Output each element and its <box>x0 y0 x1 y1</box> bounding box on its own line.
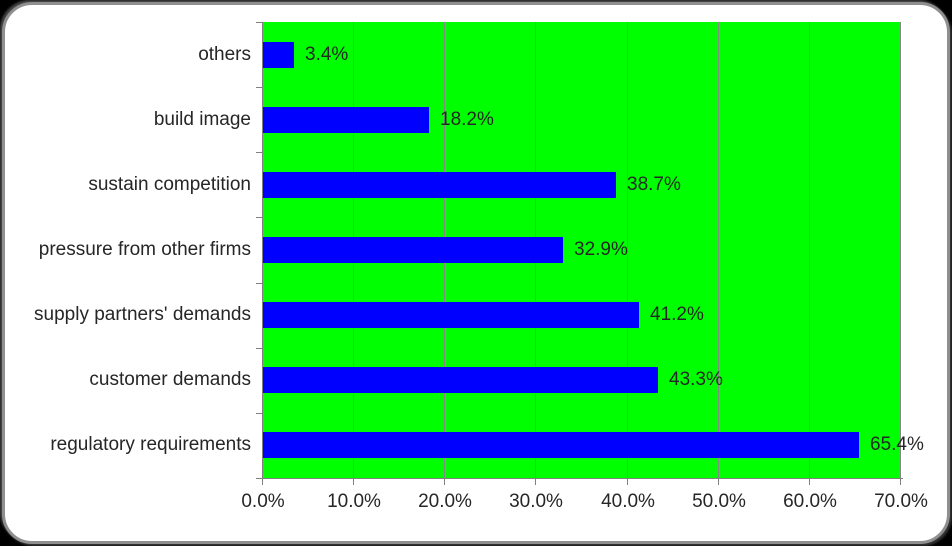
x-axis-tick <box>718 478 719 485</box>
x-axis-tick <box>900 478 901 485</box>
y-axis-line <box>262 22 263 479</box>
y-axis-tick <box>256 478 263 479</box>
gridline <box>627 22 628 478</box>
category-label: pressure from other firms <box>38 239 251 260</box>
y-axis-tick <box>256 217 263 218</box>
x-axis-tick <box>627 478 628 485</box>
bar-value-label: 65.4% <box>870 434 924 455</box>
y-axis-tick <box>256 87 263 88</box>
bar-value-label: 3.4% <box>305 44 349 65</box>
gridline <box>809 22 810 478</box>
y-axis-tick <box>256 283 263 284</box>
category-label: customer demands <box>89 369 251 390</box>
category-label: build image <box>153 109 251 130</box>
x-axis-line <box>262 478 903 479</box>
bar <box>263 107 429 133</box>
x-tick-label: 10.0% <box>327 491 381 512</box>
x-tick-label: 70.0% <box>874 491 928 512</box>
y-axis-tick <box>256 22 263 23</box>
x-axis-tick <box>353 478 354 485</box>
bar <box>263 237 563 263</box>
x-axis-tick <box>444 478 445 485</box>
x-tick-label: 30.0% <box>509 491 563 512</box>
bar-value-label: 38.7% <box>627 174 681 195</box>
x-axis-tick <box>262 478 263 485</box>
gridline <box>900 22 901 478</box>
bar <box>263 302 639 328</box>
x-axis-tick <box>809 478 810 485</box>
x-tick-label: 20.0% <box>418 491 472 512</box>
bar <box>263 42 294 68</box>
bar-value-label: 18.2% <box>440 109 494 130</box>
gridline <box>718 22 719 478</box>
y-axis-tick <box>256 348 263 349</box>
y-axis-tick <box>256 413 263 414</box>
x-tick-label: 40.0% <box>601 491 655 512</box>
y-axis-tick <box>256 152 263 153</box>
x-tick-label: 50.0% <box>692 491 746 512</box>
x-tick-label: 60.0% <box>783 491 837 512</box>
bar <box>263 172 616 198</box>
category-label: supply partners' demands <box>34 304 251 325</box>
bar-value-label: 43.3% <box>669 369 723 390</box>
bar <box>263 367 658 393</box>
category-label: sustain competition <box>88 174 251 195</box>
x-axis-tick <box>535 478 536 485</box>
x-tick-label: 0.0% <box>241 491 285 512</box>
bar <box>263 432 859 458</box>
category-label: others <box>198 44 251 65</box>
bar-value-label: 41.2% <box>650 304 704 325</box>
category-label: regulatory requirements <box>50 434 251 455</box>
bar-value-label: 32.9% <box>574 239 628 260</box>
